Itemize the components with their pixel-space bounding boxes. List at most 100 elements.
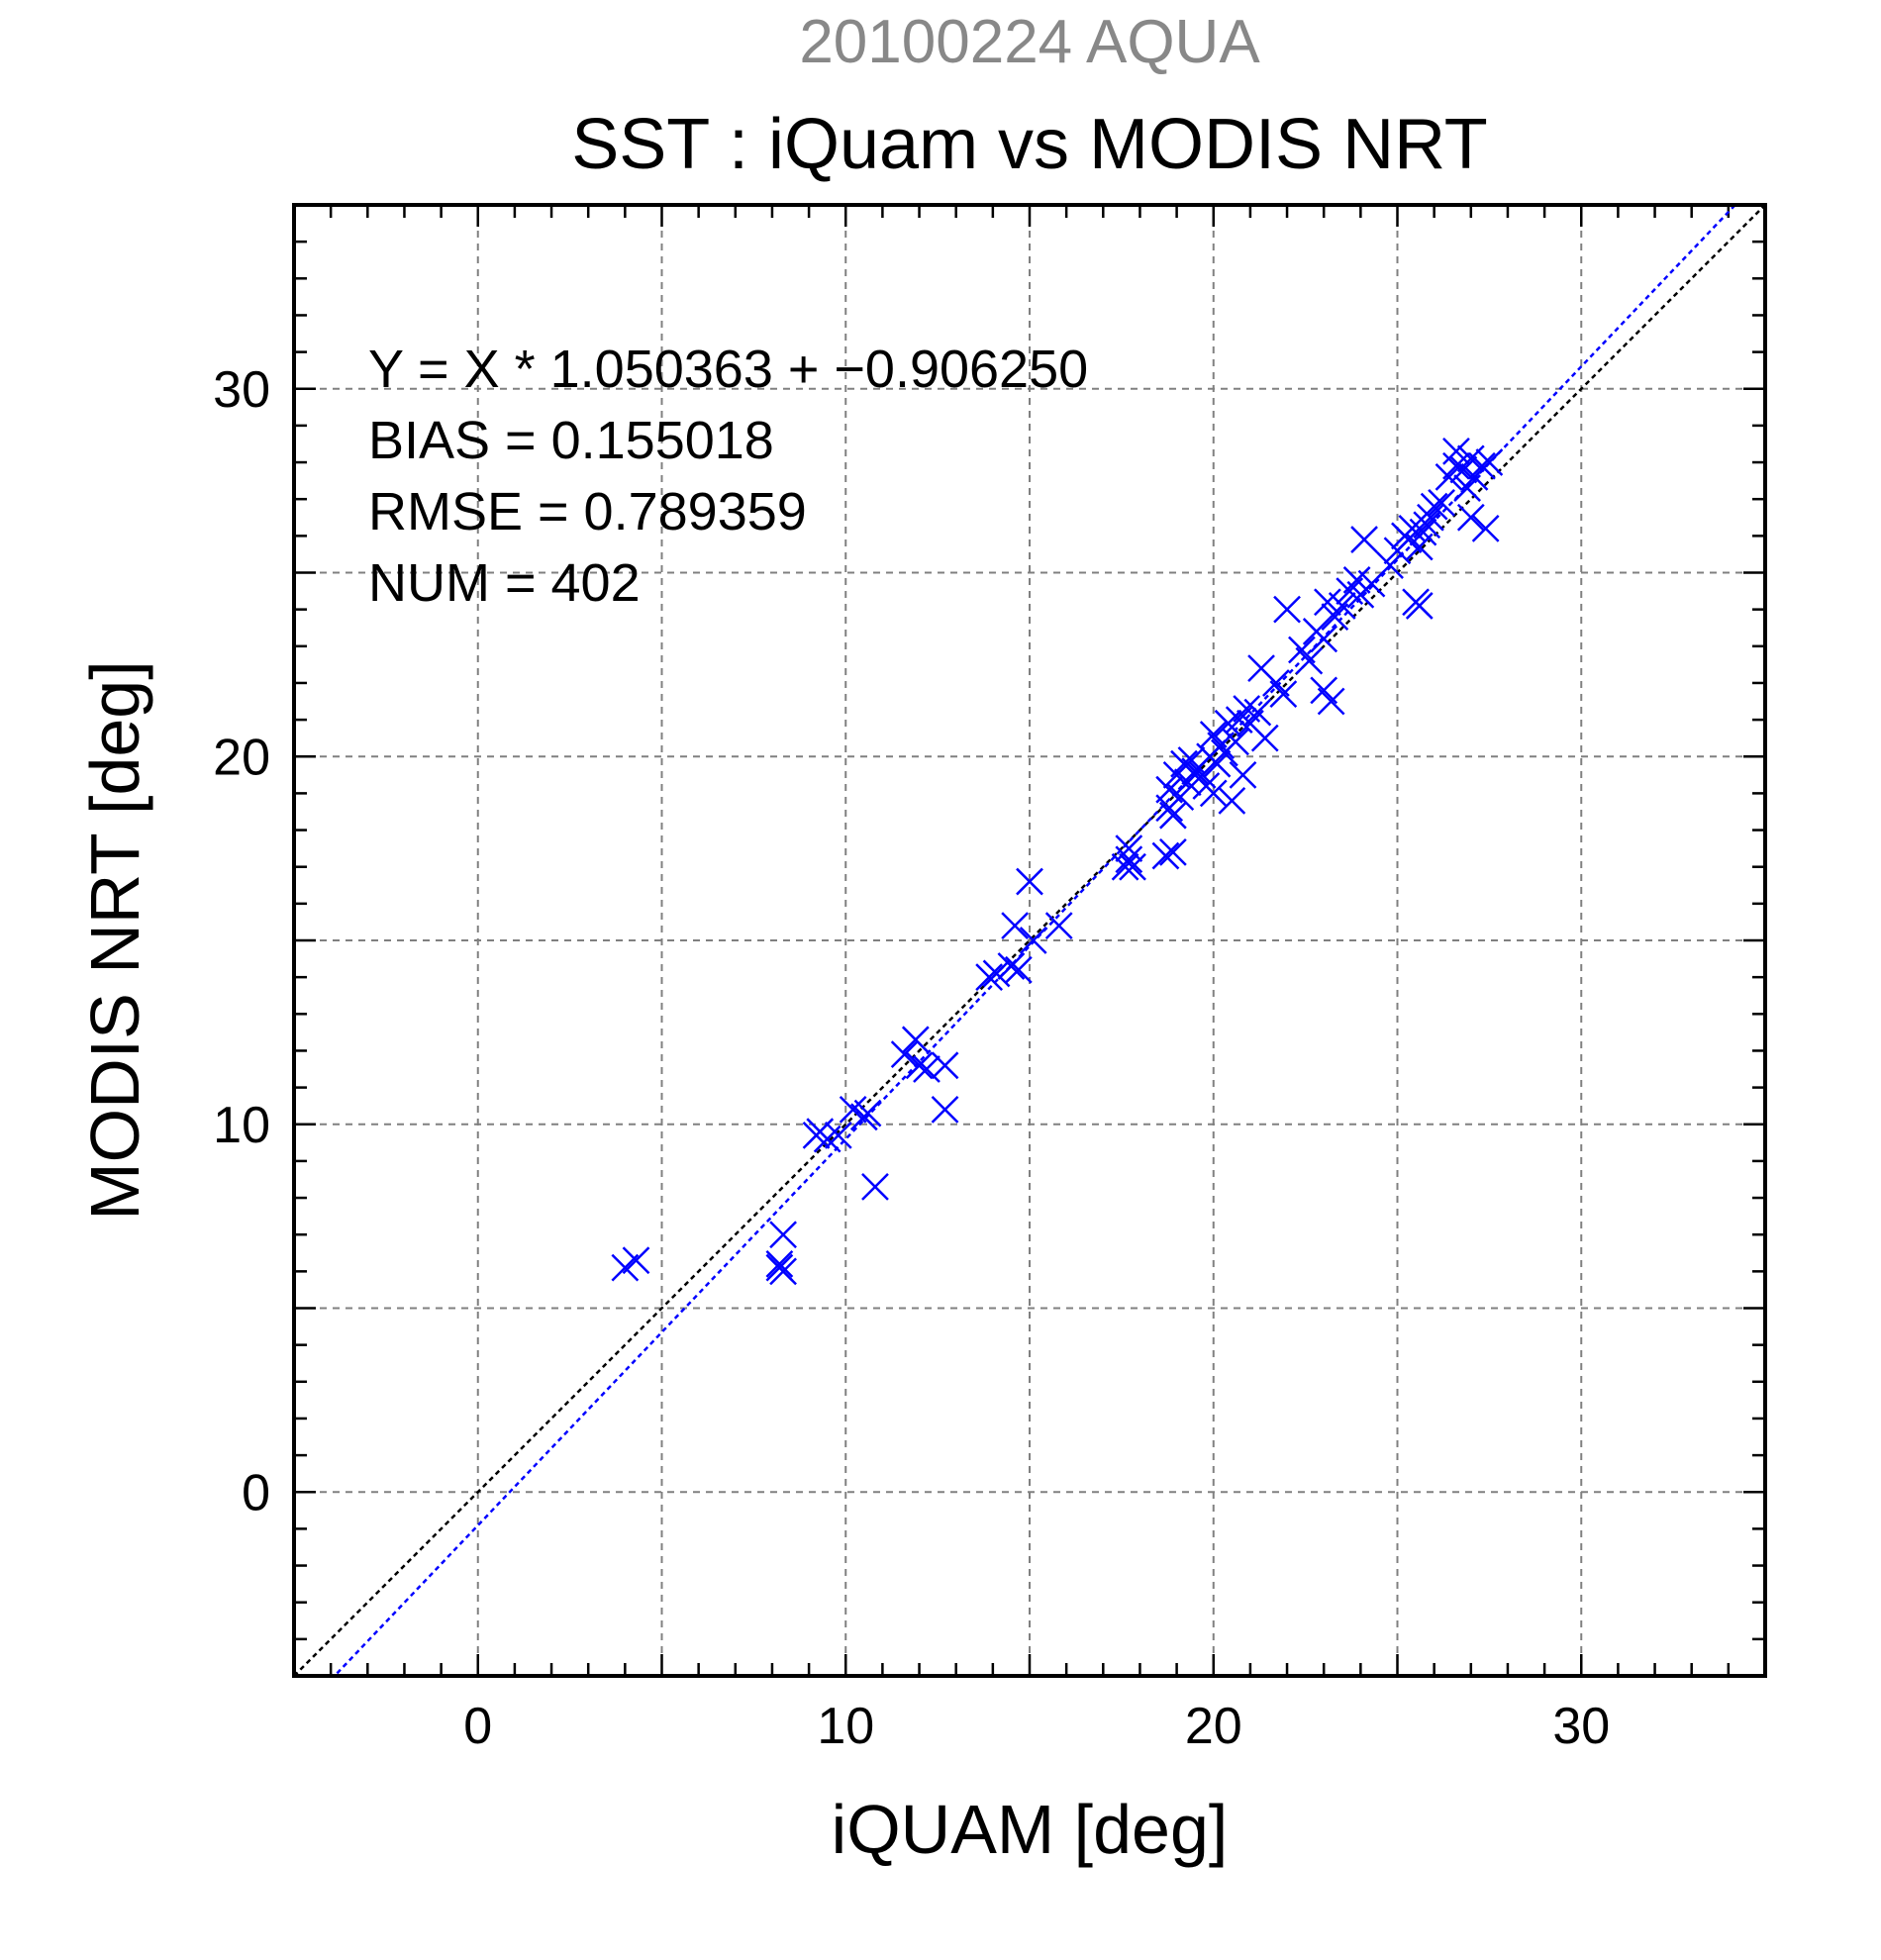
data-point-stroke <box>861 1173 889 1201</box>
data-point-stroke <box>769 1221 797 1249</box>
data-point <box>1229 760 1257 789</box>
fit-statistics: Y = X * 1.050363 + −0.906250 BIAS = 0.15… <box>368 340 1088 613</box>
data-point-stroke <box>1420 492 1448 521</box>
data-point <box>1115 834 1143 863</box>
data-point-stroke <box>1295 646 1324 675</box>
data-point-stroke <box>1314 588 1341 617</box>
data-point-stroke <box>1442 438 1470 465</box>
data-point <box>1310 676 1338 705</box>
data-point <box>1328 592 1356 620</box>
data-point-stroke <box>1442 451 1470 480</box>
minor-ticks <box>294 205 1765 1676</box>
data-point <box>997 952 1026 980</box>
data-point <box>1214 709 1242 737</box>
data-point <box>890 1040 919 1069</box>
data-point <box>1044 912 1073 940</box>
scatter-points <box>611 438 1504 1286</box>
data-point-stroke <box>1262 669 1290 697</box>
y-tick-label: 30 <box>213 361 270 419</box>
data-point-stroke <box>1218 786 1246 815</box>
data-point <box>1111 852 1139 881</box>
data-point-stroke <box>997 952 1026 980</box>
data-point <box>861 1173 889 1201</box>
data-point-stroke <box>1119 852 1146 881</box>
data-point <box>913 1055 940 1083</box>
data-point-stroke <box>1233 695 1261 723</box>
data-point-stroke <box>1159 801 1187 830</box>
data-point-stroke <box>1001 912 1030 940</box>
data-point-stroke <box>1166 783 1195 811</box>
data-point-stroke <box>1350 526 1378 553</box>
data-point <box>1420 492 1448 521</box>
data-point-stroke <box>1177 746 1206 774</box>
data-point <box>1405 592 1434 620</box>
data-point-stroke <box>931 1096 959 1124</box>
data-point-stroke <box>1417 503 1444 532</box>
data-point-stroke <box>1409 518 1437 546</box>
data-point-stroke <box>1468 451 1496 480</box>
data-point <box>1350 526 1378 553</box>
data-point-stroke <box>913 1055 940 1083</box>
data-point <box>1222 728 1249 756</box>
data-point-stroke <box>1188 760 1217 789</box>
data-point-stroke <box>1310 676 1338 705</box>
data-point-stroke <box>1317 687 1345 716</box>
data-point-stroke <box>622 1246 650 1275</box>
data-point <box>1273 595 1301 624</box>
data-point <box>1019 927 1047 954</box>
data-point-stroke <box>1159 837 1187 866</box>
x-tick-label: 20 <box>1185 1698 1242 1755</box>
data-point <box>1417 503 1444 532</box>
y-tick-label: 10 <box>213 1097 270 1154</box>
data-point <box>1159 837 1187 866</box>
data-point-stroke <box>901 1026 930 1054</box>
stat-bias: BIAS = 0.155018 <box>368 411 774 470</box>
data-point-stroke <box>1151 841 1180 870</box>
data-point <box>931 1096 959 1124</box>
data-point <box>1468 451 1496 480</box>
data-point <box>1442 451 1470 480</box>
data-point-stroke <box>905 1051 934 1080</box>
data-point <box>1269 680 1298 708</box>
data-point <box>1199 779 1228 808</box>
data-point <box>1115 845 1143 874</box>
data-point-stroke <box>1170 749 1198 778</box>
data-point-stroke <box>1273 595 1301 624</box>
data-point-stroke <box>1269 680 1298 708</box>
regression-fit-line <box>333 205 1737 1676</box>
data-point-stroke <box>1394 526 1423 553</box>
data-point-stroke <box>1243 698 1272 727</box>
data-point <box>1413 511 1441 539</box>
tick-labels: 0 10 20 30 0 10 20 30 <box>213 361 1610 1755</box>
data-point <box>1471 515 1500 542</box>
data-point-stroke <box>1115 845 1143 874</box>
data-point-stroke <box>853 1099 882 1127</box>
y-tick-label: 0 <box>242 1464 270 1521</box>
data-point-stroke <box>982 959 1011 988</box>
data-point <box>1456 503 1485 532</box>
data-point <box>1475 448 1504 476</box>
data-point-stroke <box>1229 760 1257 789</box>
data-point <box>824 1122 852 1149</box>
grid-lines <box>294 205 1765 1676</box>
data-point-stroke <box>1310 625 1338 653</box>
data-point-stroke <box>890 1040 919 1069</box>
data-point-stroke <box>1019 927 1047 954</box>
data-point <box>901 1026 930 1054</box>
data-point <box>765 1250 794 1278</box>
data-point <box>1151 841 1180 870</box>
data-point-stroke <box>1405 592 1434 620</box>
data-point-stroke <box>1044 912 1073 940</box>
data-point <box>769 1257 797 1286</box>
data-point-stroke <box>1471 515 1500 542</box>
data-point <box>1442 438 1470 465</box>
data-point <box>931 1051 959 1080</box>
data-point <box>1310 625 1338 653</box>
data-point <box>905 1051 934 1080</box>
data-point-stroke <box>931 1051 959 1080</box>
data-point <box>1376 551 1404 579</box>
data-point-stroke <box>1456 503 1485 532</box>
data-point-stroke <box>769 1257 797 1286</box>
chart-suptitle: 20100224 AQUA <box>799 8 1260 76</box>
